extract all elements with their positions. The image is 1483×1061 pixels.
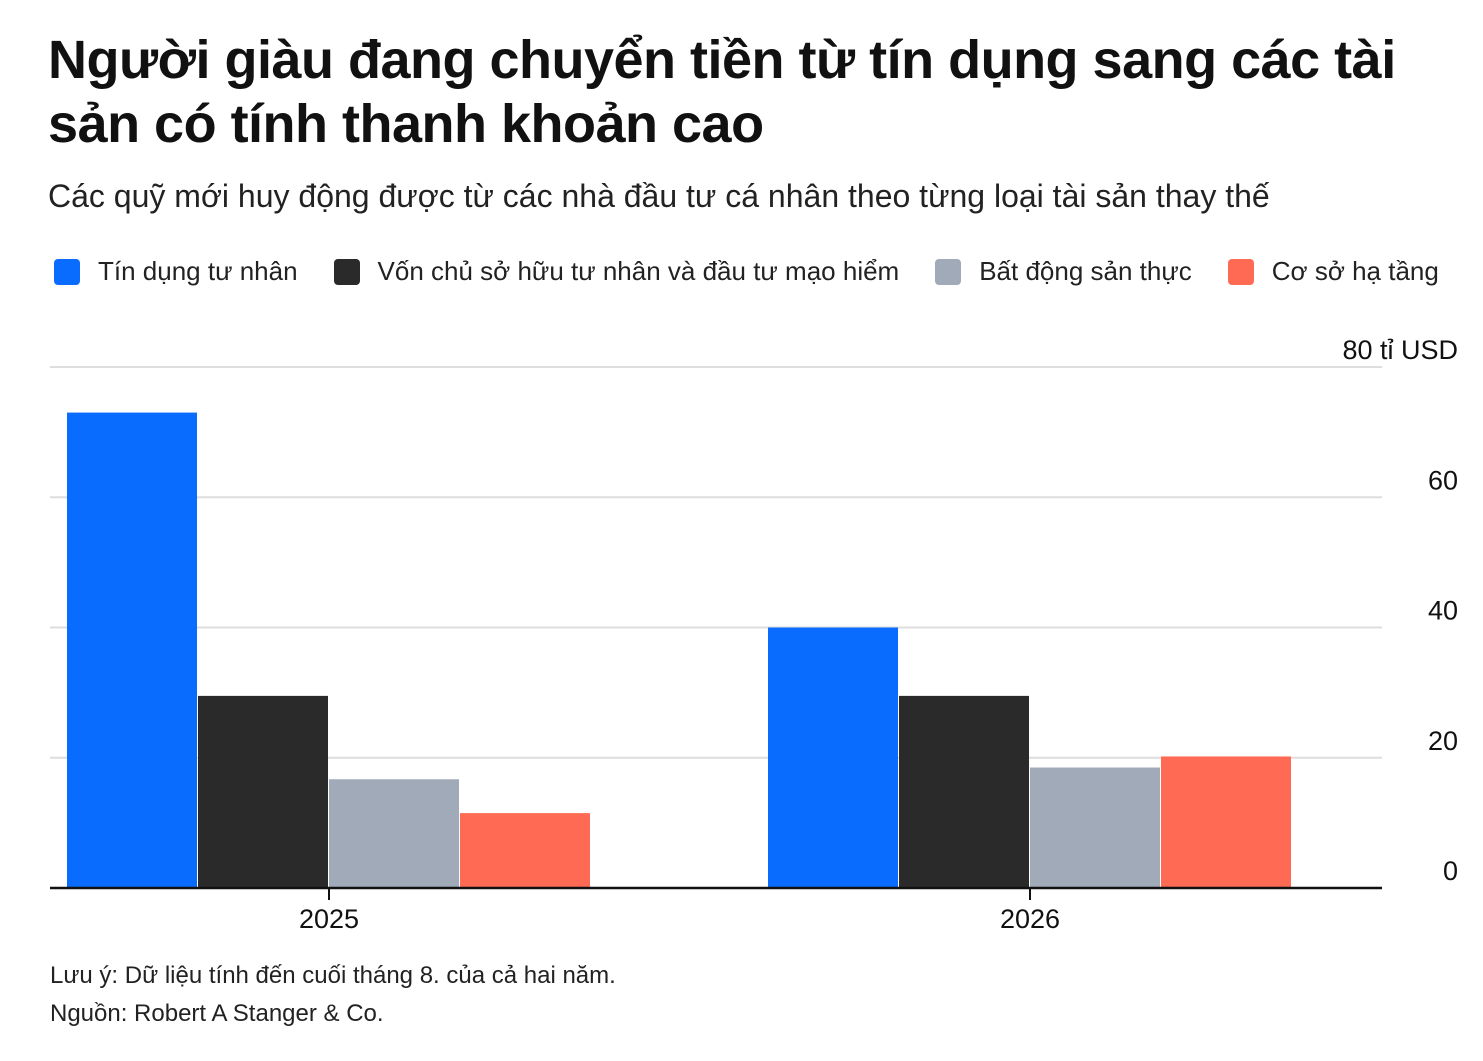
y-tick-label: 40 [1428,596,1458,626]
x-tick-label: 2026 [1000,904,1060,934]
legend-label: Vốn chủ sở hữu tư nhân và đầu tư mạo hiể… [377,256,900,286]
legend-item-real-estate: Bất động sản thực [935,256,1192,287]
legend-label: Tín dụng tư nhân [98,256,298,286]
y-tick-label: 0 [1443,856,1458,886]
y-tick-label: 60 [1428,465,1458,495]
bar-2025-series-3 [460,813,590,888]
legend-label: Bất động sản thực [979,256,1192,286]
legend-item-private-credit: Tín dụng tư nhân [54,256,298,287]
chart-title: Người giàu đang chuyển tiền từ tín dụng … [48,30,1396,154]
bar-2026-series-1 [899,695,1029,888]
bar-2025-series-0 [67,412,197,888]
source-note: Nguồn: Robert A Stanger & Co. [50,1000,384,1027]
legend-swatch [333,258,360,285]
legend: Tín dụng tư nhân Vốn chủ sở hữu tư nhân … [54,256,1475,287]
legend-item-infrastructure: Cơ sở hạ tầng [1227,256,1439,287]
legend-swatch [1227,258,1254,285]
x-tick-label: 2025 [299,904,359,934]
legend-swatch [54,258,80,285]
legend-swatch [935,258,962,285]
bar-2026-series-3 [1161,756,1291,888]
legend-item-private-equity: Vốn chủ sở hữu tư nhân và đầu tư mạo hiể… [333,256,900,287]
legend-label: Cơ sở hạ tầng [1271,256,1439,286]
bar-2026-series-0 [768,627,898,888]
chart-subtitle: Các quỹ mới huy động được từ các nhà đầu… [48,178,1270,214]
y-tick-label: 80 tỉ USD [1342,335,1458,365]
bar-2026-series-2 [1030,767,1160,888]
footnote: Lưu ý: Dữ liệu tính đến cuối tháng 8. củ… [50,962,616,989]
bar-2025-series-2 [329,779,459,888]
y-tick-label: 20 [1428,726,1458,756]
bar-2025-series-1 [198,695,328,888]
